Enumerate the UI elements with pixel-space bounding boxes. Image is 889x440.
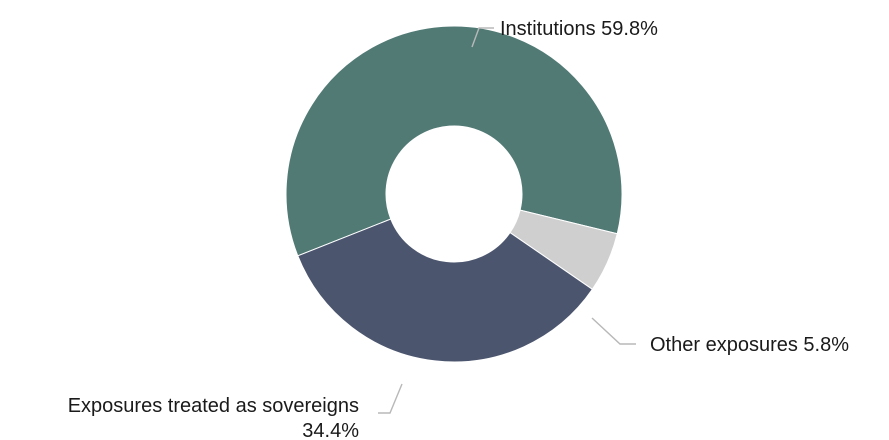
leader-line-other-exposures <box>591 317 636 345</box>
leader-line-sovereigns <box>378 383 403 414</box>
leader-line-institutions <box>471 27 494 48</box>
slice-exposures-treated-as-sovereigns <box>297 218 594 363</box>
slice-institutions <box>285 25 623 257</box>
label-other-exposures: Other exposures 5.8% <box>650 334 849 356</box>
donut-slices <box>285 25 623 363</box>
label-sovereigns-line-1: Exposures treated as sovereigns <box>68 395 359 417</box>
label-sovereigns-line-2: 34.4% <box>302 420 359 440</box>
label-institutions: Institutions 59.8% <box>500 18 658 40</box>
